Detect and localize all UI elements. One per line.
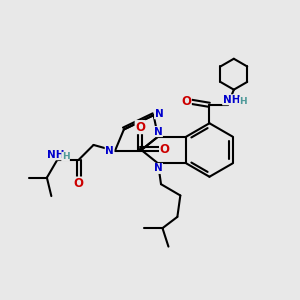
Text: H: H xyxy=(239,97,247,106)
Text: N: N xyxy=(105,146,114,156)
Text: N: N xyxy=(154,127,162,136)
Text: O: O xyxy=(74,177,84,190)
Text: NH: NH xyxy=(47,150,64,160)
Text: O: O xyxy=(181,95,191,108)
Text: NH: NH xyxy=(223,95,240,105)
Text: O: O xyxy=(160,142,170,156)
Text: O: O xyxy=(135,121,145,134)
Text: N: N xyxy=(154,109,163,119)
Text: N: N xyxy=(154,164,162,173)
Text: H: H xyxy=(62,152,69,161)
